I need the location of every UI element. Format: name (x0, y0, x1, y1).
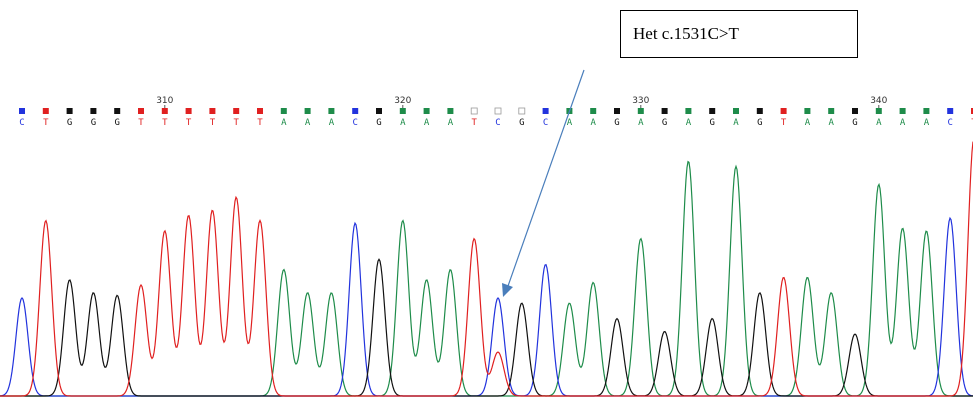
base-call: A (638, 118, 644, 128)
position-markers: 310 320 330 340 (156, 96, 888, 109)
quality-square (518, 107, 526, 115)
quality-square (304, 108, 311, 114)
base-call: G (757, 118, 762, 128)
base-call: A (400, 118, 406, 128)
base-call: T (781, 118, 787, 128)
position-label-340: 340 (870, 96, 887, 106)
mutation-callout: Het c.1531C>T (620, 10, 858, 58)
quality-square (185, 108, 192, 114)
base-call: A (876, 118, 882, 128)
base-call: A (805, 118, 811, 128)
base-call: A (686, 118, 692, 128)
base-call: A (924, 118, 930, 128)
quality-square (138, 108, 144, 114)
base-call: G (91, 118, 96, 128)
quality-squares (19, 107, 973, 115)
base-call: A (281, 118, 287, 128)
base-call: C (543, 118, 548, 128)
quality-square (852, 108, 858, 114)
base-call: G (662, 118, 667, 128)
quality-square (209, 108, 216, 114)
quality-square (709, 108, 716, 114)
base-call: T (43, 118, 49, 128)
base-call: A (590, 118, 596, 128)
quality-square (756, 108, 763, 114)
base-call: A (329, 118, 335, 128)
quality-square (685, 108, 692, 114)
position-label-310: 310 (156, 96, 173, 106)
quality-square (780, 108, 787, 114)
quality-square (470, 107, 478, 115)
base-call: C (19, 118, 24, 128)
callout-arrow (502, 69, 585, 297)
base-call: T (471, 118, 477, 128)
base-call: T (210, 118, 216, 128)
quality-square (328, 108, 335, 114)
trace-A (0, 160, 973, 397)
quality-square (399, 108, 406, 114)
base-call: C (495, 118, 500, 128)
base-call: G (709, 118, 714, 128)
position-label-330: 330 (632, 96, 649, 106)
quality-square (423, 108, 430, 114)
quality-square (804, 108, 811, 114)
base-call: C (352, 118, 357, 128)
base-call: A (828, 118, 834, 128)
base-call: G (376, 118, 381, 128)
quality-square (542, 108, 549, 114)
arrow-head (502, 283, 513, 297)
quality-square (42, 108, 49, 114)
quality-square (66, 108, 73, 114)
trace-G (0, 258, 973, 397)
base-call: T (233, 118, 239, 128)
base-call: A (424, 118, 430, 128)
quality-square (233, 108, 240, 114)
base-call: G (114, 118, 119, 128)
position-label-320: 320 (394, 96, 411, 106)
quality-square (352, 108, 359, 114)
quality-square (875, 108, 882, 114)
quality-square (114, 108, 121, 114)
quality-square (494, 107, 502, 115)
quality-square (161, 108, 168, 114)
base-call: T (162, 118, 168, 128)
base-call: G (67, 118, 72, 128)
quality-square (590, 108, 597, 114)
quality-square (376, 108, 382, 114)
base-call: A (305, 118, 311, 128)
arrow-line (507, 69, 585, 287)
base-call: T (971, 118, 973, 128)
quality-square (899, 108, 906, 114)
quality-square (280, 108, 287, 114)
base-call: A (733, 118, 739, 128)
trace-T (0, 141, 973, 397)
base-call: G (519, 118, 524, 128)
quality-square (447, 108, 454, 114)
trace-curves (0, 141, 973, 397)
quality-square (661, 108, 668, 114)
quality-square (923, 108, 930, 114)
quality-square (733, 108, 739, 114)
base-call: A (567, 118, 573, 128)
base-call: G (852, 118, 857, 128)
base-call: A (448, 118, 454, 128)
base-call: T (138, 118, 144, 128)
quality-square (614, 108, 620, 114)
base-call: A (900, 118, 906, 128)
quality-square (947, 108, 954, 114)
base-call: C (947, 118, 952, 128)
base-call: T (257, 118, 263, 128)
quality-square (90, 108, 97, 114)
quality-square (971, 108, 973, 114)
base-call: G (614, 118, 619, 128)
quality-square (257, 108, 263, 114)
quality-square (637, 108, 644, 114)
quality-square (828, 108, 835, 114)
base-call: T (186, 118, 192, 128)
quality-square (19, 108, 25, 114)
mutation-label: Het c.1531C>T (633, 24, 739, 43)
